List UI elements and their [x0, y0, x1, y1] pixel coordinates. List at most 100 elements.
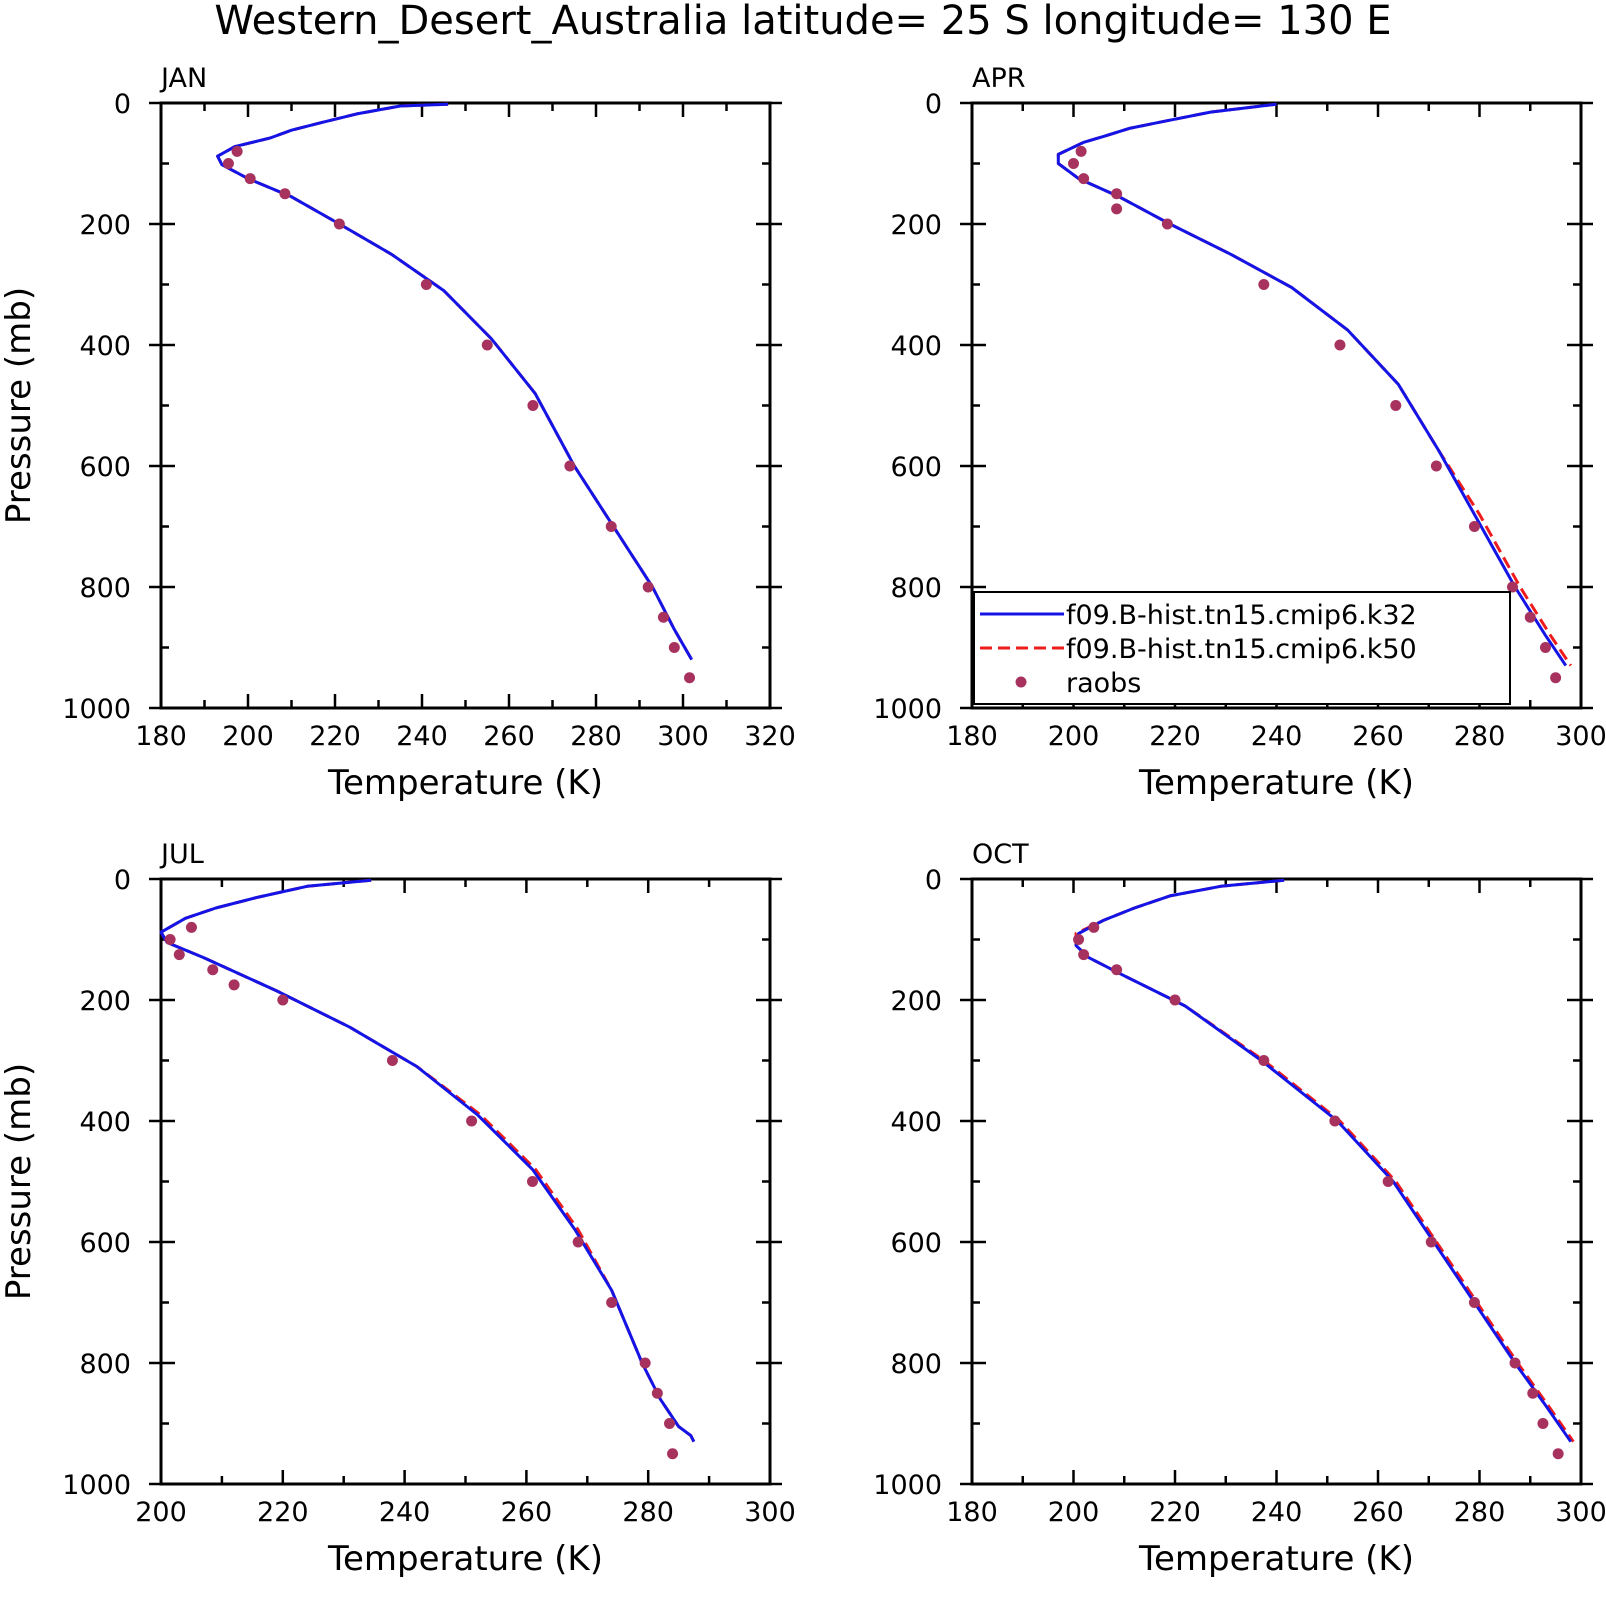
- raobs-point: [279, 188, 291, 200]
- y-tick-label: 600: [79, 1228, 131, 1259]
- figure-title: Western_Desert_Australia latitude= 25 S …: [214, 0, 1391, 44]
- x-tick-label: 220: [1149, 721, 1201, 752]
- series-line-k50: [1074, 878, 1575, 1443]
- legend-label: f09.B-hist.tn15.cmip6.k32: [1066, 600, 1417, 631]
- raobs-point: [277, 994, 289, 1006]
- series-line-k32: [1056, 102, 1568, 667]
- x-tick-label: 220: [1149, 1497, 1201, 1528]
- x-tick-label: 180: [946, 1497, 998, 1528]
- raobs-point: [1161, 218, 1173, 230]
- panel-label: OCT: [972, 839, 1029, 870]
- y-tick-label: 400: [79, 1107, 131, 1138]
- raobs-point: [1258, 279, 1270, 290]
- panel-jan: JAN 180 200 220 240 260 280 300 320 0 200 400 600 800…: [0, 63, 796, 803]
- y-tick-label: 0: [114, 865, 131, 896]
- raobs-point: [1078, 173, 1090, 185]
- x-tick-label: 260: [501, 1497, 553, 1528]
- raobs-point: [222, 158, 234, 169]
- y-tick-label: 1000: [62, 1470, 131, 1501]
- raobs-point: [173, 949, 185, 961]
- raobs-point: [1527, 1387, 1539, 1399]
- raobs-point: [1169, 994, 1181, 1006]
- raobs-point: [605, 521, 617, 532]
- legend: f09.B-hist.tn15.cmip6.k32f09.B-hist.tn15…: [973, 591, 1511, 705]
- raobs-point: [1111, 188, 1123, 200]
- panel-label: JUL: [159, 839, 204, 870]
- x-tick-label: 180: [135, 721, 187, 752]
- raobs-point: [684, 672, 696, 684]
- x-tick-label: 260: [1352, 721, 1404, 752]
- raobs-point: [639, 1357, 651, 1369]
- raobs-point: [1506, 581, 1518, 593]
- y-tick-label: 800: [79, 1349, 131, 1380]
- raobs-point: [667, 1448, 679, 1460]
- legend-label: raobs: [1066, 668, 1141, 699]
- raobs-point: [1539, 642, 1551, 653]
- x-tick-label: 280: [622, 1497, 674, 1528]
- x-axis-label: Temperature (K): [327, 763, 603, 803]
- series-line-k50: [1056, 102, 1573, 667]
- plot-frame: [970, 877, 1583, 1486]
- panel-jul: JUL 200 220 240 260 280 300 0 200 400 600 800 1000 Te…: [0, 839, 796, 1579]
- y-tick-label: 600: [890, 1228, 942, 1259]
- raobs-point: [527, 400, 539, 411]
- raobs-point: [1468, 521, 1480, 532]
- raobs-point: [466, 1115, 478, 1127]
- raobs-point: [651, 1387, 663, 1399]
- x-tick-label: 240: [396, 721, 448, 752]
- raobs-point: [207, 964, 219, 976]
- raobs-point: [1111, 964, 1123, 976]
- y-axis-label: Pressure (mb): [0, 1063, 39, 1300]
- x-tick-label: 240: [379, 1497, 431, 1528]
- y-tick-label: 800: [890, 573, 942, 604]
- x-tick-label: 280: [570, 721, 622, 752]
- raobs-point: [668, 642, 680, 653]
- x-tick-label: 280: [1454, 1497, 1506, 1528]
- x-tick-label: 200: [1048, 1497, 1100, 1528]
- x-axis-label: Temperature (K): [1138, 763, 1414, 803]
- raobs-point: [657, 611, 669, 623]
- raobs-point: [386, 1055, 398, 1066]
- raobs-point: [606, 1297, 618, 1308]
- y-tick-label: 400: [79, 331, 131, 362]
- y-tick-label: 0: [114, 89, 131, 120]
- y-tick-label: 0: [925, 89, 942, 120]
- y-tick-label: 200: [890, 210, 942, 241]
- y-tick-label: 800: [890, 1349, 942, 1380]
- y-tick-label: 400: [890, 1107, 942, 1138]
- x-tick-label: 280: [1454, 721, 1506, 752]
- y-tick-label: 600: [79, 452, 131, 483]
- raobs-point: [1430, 460, 1442, 472]
- x-axis-label: Temperature (K): [327, 1539, 603, 1579]
- raobs-point: [1329, 1115, 1341, 1127]
- plot-frame: [159, 101, 772, 710]
- raobs-point: [664, 1418, 676, 1429]
- raobs-point: [1068, 158, 1079, 169]
- x-tick-label: 300: [657, 721, 709, 752]
- x-tick-label: 300: [1555, 1497, 1606, 1528]
- raobs-point: [481, 339, 493, 351]
- plot-frame: [159, 877, 772, 1486]
- y-tick-label: 1000: [62, 694, 131, 725]
- x-tick-label: 220: [257, 1497, 309, 1528]
- raobs-point: [1552, 1448, 1564, 1460]
- x-tick-label: 240: [1251, 721, 1303, 752]
- y-tick-label: 200: [890, 986, 942, 1017]
- series-line-k32: [1074, 878, 1573, 1443]
- raobs-point: [1073, 934, 1085, 945]
- y-tick-label: 200: [79, 986, 131, 1017]
- raobs-point: [420, 279, 432, 290]
- x-tick-label: 220: [309, 721, 361, 752]
- raobs-point: [244, 173, 256, 185]
- raobs-point: [1075, 145, 1087, 157]
- x-tick-label: 260: [1352, 1497, 1404, 1528]
- series-line-k50: [216, 102, 693, 661]
- y-axis-label: Pressure (mb): [0, 287, 39, 524]
- raobs-point: [164, 934, 176, 945]
- x-tick-label: 200: [222, 721, 274, 752]
- x-tick-label: 180: [946, 721, 998, 752]
- raobs-point: [1382, 1176, 1394, 1187]
- raobs-point: [1111, 203, 1123, 215]
- raobs-point: [1550, 672, 1562, 684]
